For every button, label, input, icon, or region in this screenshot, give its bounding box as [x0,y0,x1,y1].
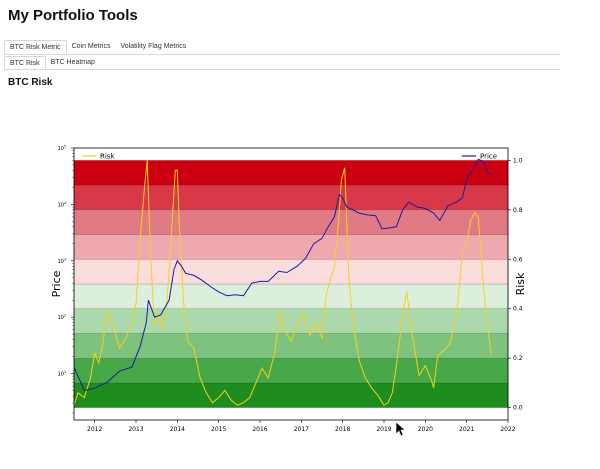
y2-tick-label-5: 1.0 [513,157,523,164]
y-tick-label-1: 10 [58,315,64,321]
y-tick-exponent-4: 5 [64,145,66,149]
y-tick-exponent-1: 2 [64,314,66,318]
risk-band-8 [73,184,509,211]
x-tick-label-9: 2021 [459,426,474,433]
y-axis-title: Price [50,270,63,297]
risk-band-7 [73,209,509,235]
x-tick-label-4: 2016 [252,426,267,433]
tab-btc-risk[interactable]: BTC Risk [4,56,46,69]
risk-band-5 [73,259,509,285]
risk-line [73,160,492,406]
tab-volatility-flag-metrics[interactable]: Volatility Flag Metrics [120,43,187,50]
x-tick-label-7: 2019 [376,426,391,433]
risk-band-2 [73,333,509,359]
risk-band-1 [73,357,509,384]
risk-band-3 [73,308,509,334]
y-tick-exponent-2: 3 [64,257,66,261]
y-tick-label-2: 10 [58,259,64,265]
x-tick-label-10: 2022 [500,426,515,433]
y2-axis-title: Risk [514,272,527,295]
x-tick-label-6: 2018 [335,426,350,433]
main-tab-bar: BTC Risk Metric Coin Metrics Volatility … [4,40,560,55]
y-tick-label-3: 10 [58,202,64,208]
risk-band-9 [73,160,509,186]
y2-tick-label-2: 0.4 [513,306,523,313]
x-tick-label-3: 2015 [211,426,226,433]
plot-frame [73,147,509,421]
y2-tick-label-4: 0.8 [513,207,523,214]
risk-band-4 [73,283,509,309]
x-tick-label-1: 2013 [128,426,143,433]
section-title: BTC Risk [8,77,53,88]
price-line [73,158,492,392]
x-tick-label-8: 2020 [418,426,433,433]
x-tick-label-5: 2017 [294,426,309,433]
btc-risk-chart: 2012 2013 2014 2015 2016 2017 2018 2019 2020 2021… [50,145,527,437]
sub-tab-bar: BTC Risk BTC Heatmap [4,56,560,70]
mouse-cursor-icon [395,421,406,437]
y-tick-exponent-0: 1 [64,370,66,374]
y-tick-label-4: 10 [58,146,64,152]
app-title: My Portfolio Tools [8,7,138,24]
tab-btc-heatmap[interactable]: BTC Heatmap [50,59,95,66]
tab-btc-risk-metric[interactable]: BTC Risk Metric [4,40,67,54]
y-tick-label-0: 10 [58,372,64,378]
legend-risk-label: Risk [100,153,115,161]
x-tick-label-0: 2012 [87,426,102,433]
y2-tick-label-1: 0.2 [513,355,523,362]
legend-price-label: Price [480,153,497,161]
x-tick-label-2: 2014 [170,426,185,433]
y2-tick-label-0: 0.0 [513,405,523,412]
tab-coin-metrics[interactable]: Coin Metrics [71,43,111,50]
risk-band-0 [73,382,509,408]
y-tick-exponent-3: 4 [64,201,67,205]
y2-tick-label-3: 0.6 [513,256,523,263]
